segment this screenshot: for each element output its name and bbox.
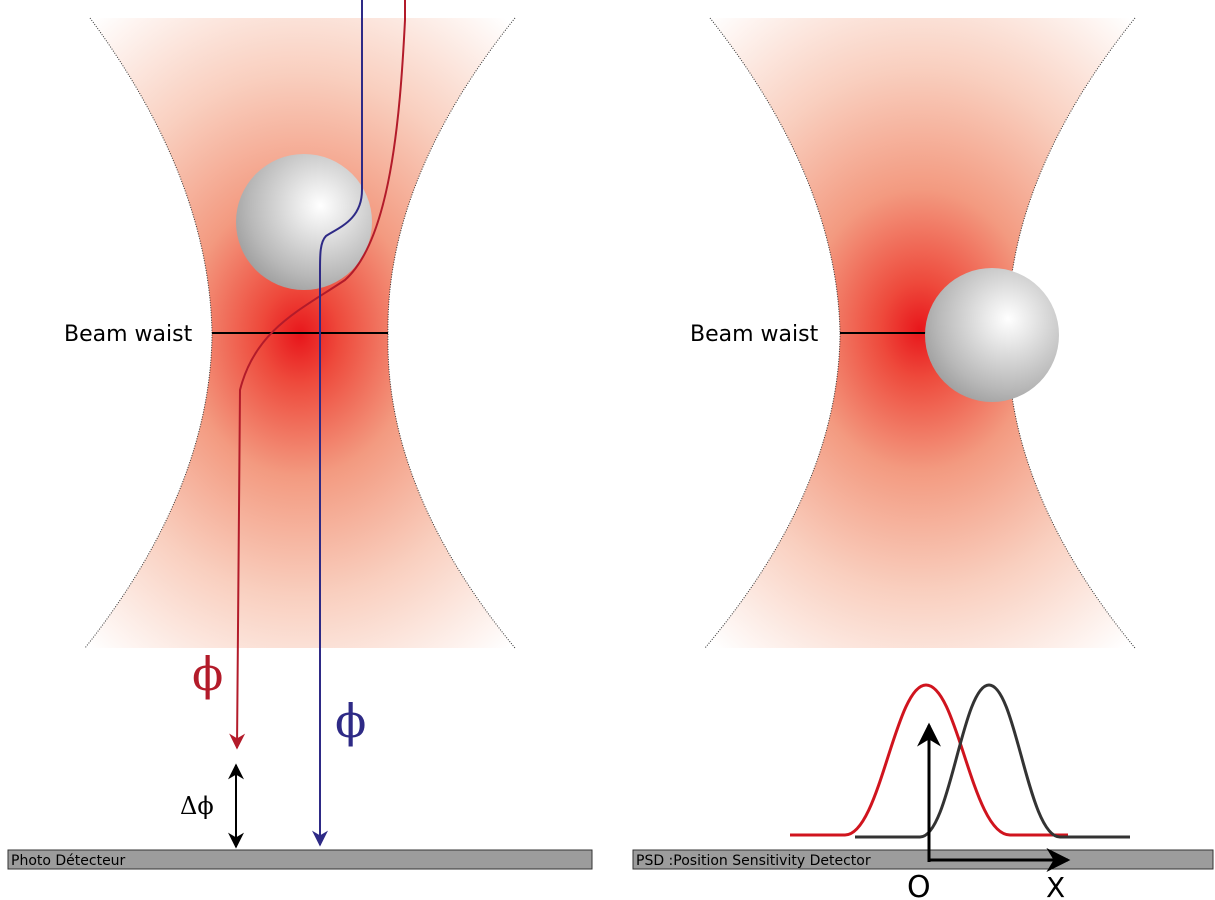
beam-waist-label-right: Beam waist — [690, 322, 819, 347]
x-axis-label: X — [1046, 871, 1065, 900]
psd-detector-label: PSD :Position Sensitivity Detector — [636, 853, 871, 869]
left-panel: Beam waist ϕ ϕ Δϕ Photo Détecteur — [7, 0, 593, 870]
photo-detector-label: Photo Détecteur — [11, 853, 126, 869]
beam-edge-right-r — [1007, 17, 1136, 649]
beam-waist-label-left: Beam waist — [64, 322, 193, 347]
signal-curve-dark — [855, 683, 1130, 839]
blue-ray — [312, 0, 363, 847]
origin-label: O — [907, 870, 931, 900]
bead-sphere-right — [925, 268, 1059, 402]
blue-phi-label: ϕ — [335, 694, 366, 748]
photo-detector-bar — [7, 849, 593, 870]
bead-sphere-left — [236, 154, 372, 290]
beam-edge-left-l — [84, 17, 213, 649]
beam-edge-left-r — [387, 17, 516, 649]
red-ray — [229, 0, 406, 750]
signal-curve-red — [790, 683, 1068, 837]
right-panel: Beam waist PSD :Position Sensitivity Det… — [632, 17, 1214, 900]
red-phi-label: ϕ — [192, 647, 223, 701]
delta-phi-label: Δϕ — [180, 792, 214, 820]
